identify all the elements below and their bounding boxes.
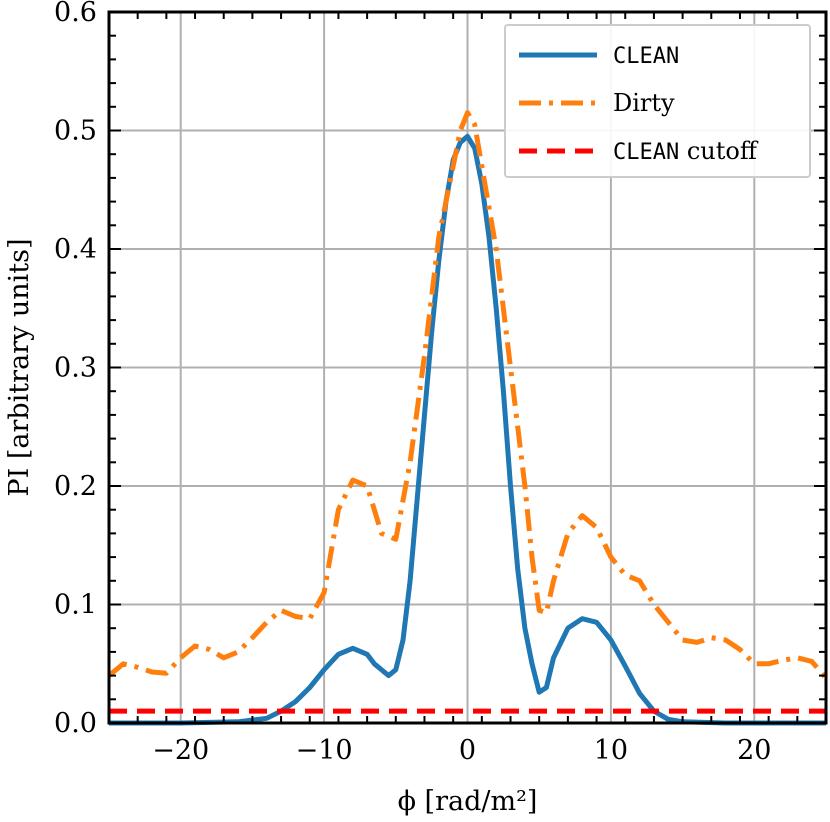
tick-labels: −20 −10 0 10 20 0.0 0.1 0.2 0.3 0.4 0.5 0.6	[54, 0, 771, 766]
x-tick-label: 0	[459, 735, 476, 766]
series-line-dirty	[107, 110, 828, 680]
y-tick-label: 0.4	[54, 234, 97, 265]
series-line-clean	[109, 133, 826, 726]
x-tick-label: −20	[152, 735, 209, 766]
plot-frame	[107, 10, 828, 725]
legend-label-suffix: cutoff	[679, 137, 759, 165]
y-tick-label: 0.6	[54, 0, 97, 28]
x-tick-label: −10	[296, 735, 353, 766]
legend-label: CLEAN cutoff	[613, 137, 759, 165]
y-tick-label: 0.2	[54, 471, 97, 502]
y-tick-label: 0.1	[54, 590, 97, 621]
y-axis-label: PI [arbitrary units]	[4, 238, 35, 496]
series-layer	[107, 110, 828, 726]
legend: CLEAN Dirty CLEAN cutoff	[504, 24, 811, 178]
x-tick-label: 10	[594, 735, 628, 766]
y-tick-label: 0.3	[54, 353, 97, 384]
y-tick-label: 0.0	[54, 708, 97, 739]
legend-box	[504, 24, 811, 178]
x-axis-label: ϕ [rad/m²]	[398, 786, 538, 817]
y-tick-label: 0.5	[54, 116, 97, 147]
legend-label: Dirty	[613, 89, 675, 117]
x-tick-label: 20	[737, 735, 771, 766]
legend-label: CLEAN	[613, 44, 679, 69]
